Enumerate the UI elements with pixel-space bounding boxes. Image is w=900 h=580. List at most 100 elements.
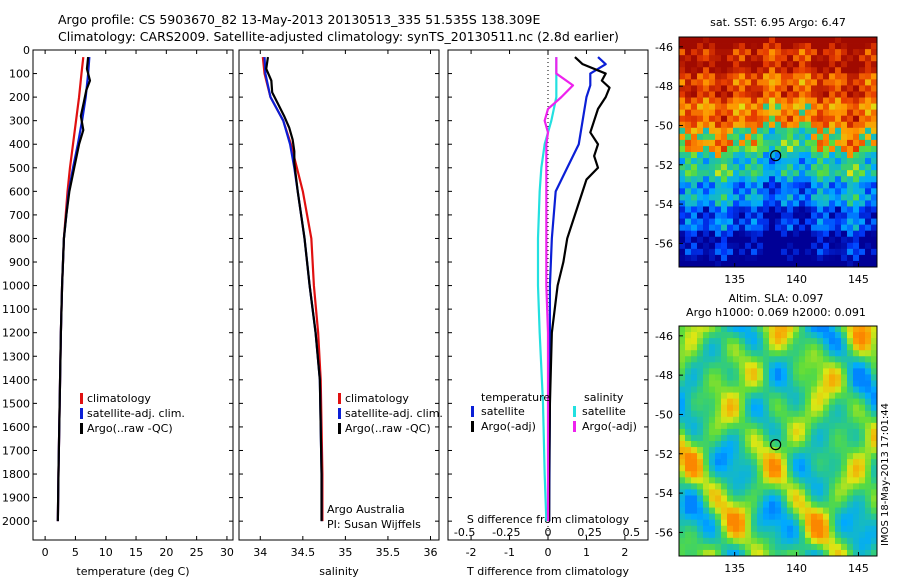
map-cell [781,188,788,195]
map-cell [685,224,692,232]
map-cell [715,73,722,80]
map-cell [739,362,746,369]
map-cell [709,519,716,527]
map-cell [811,344,818,351]
map-cell [817,459,824,466]
map-cell [715,441,722,448]
map-cell [727,380,734,387]
map-cell [757,121,764,129]
map-cell [829,519,836,527]
map-cell [799,206,806,213]
map-cell [835,242,842,250]
map-cell [781,441,788,448]
map-cell [853,194,860,201]
map-cell [763,73,770,80]
map-cell [709,85,716,92]
map-cell [793,416,800,424]
map-cell [805,531,812,539]
map-cell [805,501,812,508]
map-cell [679,248,686,256]
map-cell [811,428,818,436]
map-cell [871,459,878,466]
map-cell [853,67,860,74]
map-cell [679,507,686,515]
map-cell [865,127,872,135]
map-cell [787,91,794,98]
map-cell [685,447,692,454]
map-cell [739,489,746,496]
map-cell [793,483,800,490]
map-cell [751,194,758,201]
map-cell [799,79,806,86]
map-cell [703,230,710,238]
map-cell [685,465,692,472]
map-cell [763,368,770,375]
map-cell [847,254,854,262]
map-cell [727,525,734,533]
diff-legend-header: salinity [584,391,624,404]
map-cell [817,67,824,74]
map-cell [817,416,824,424]
map-cell [739,133,746,141]
map-cell [733,194,740,201]
map-cell [745,501,752,508]
map-cell [745,79,752,86]
map-cell [733,404,740,412]
map-cell [805,260,812,268]
map-cell [685,49,692,56]
map-cell [805,398,812,406]
map-cell [841,248,848,256]
map-cell [709,489,716,496]
map-cell [769,368,776,375]
map-cell [715,471,722,478]
map-cell [721,326,728,333]
map-cell [865,230,872,238]
map-cell [811,164,818,171]
map-cell [841,326,848,333]
map-cell [847,67,854,74]
map-cell [865,188,872,195]
map-cell [859,362,866,369]
map-cell [763,236,770,244]
map-cell [775,61,782,68]
map-cell [859,206,866,213]
map-cell [829,91,836,98]
map-cell [703,332,710,339]
map-cell [709,164,716,171]
map-cell [709,386,716,393]
map-cell [817,206,824,213]
map-cell [691,79,698,86]
map-cell [745,242,752,250]
map-cell [739,97,746,104]
map-cell [799,477,806,484]
map-cell [739,368,746,375]
map-cell [745,350,752,357]
map-cell [823,73,830,80]
map-cell [847,483,854,490]
map-cell [751,459,758,466]
map-cell [715,428,722,436]
map-cell [757,404,764,412]
figure-title-line1: Argo profile: CS 5903670_82 13-May-2013 … [58,12,541,27]
map-cell [781,97,788,104]
map-cell [811,410,818,418]
map-cell [781,398,788,406]
map-cell [847,362,854,369]
map-cell [775,37,782,44]
map-cell [757,338,764,345]
y-tick-label: 1500 [2,397,30,410]
map-cell [823,386,830,393]
map-cell [841,61,848,68]
map-cell [685,410,692,418]
map-cell [805,49,812,56]
map-cell [715,453,722,460]
map-cell [775,537,782,545]
map-cell [865,97,872,104]
map-cell [757,531,764,539]
map-cell [841,230,848,238]
map-cell [763,501,770,508]
map-cell [871,483,878,490]
map-cell [835,260,842,268]
map-cell [817,85,824,92]
map-cell [805,127,812,135]
